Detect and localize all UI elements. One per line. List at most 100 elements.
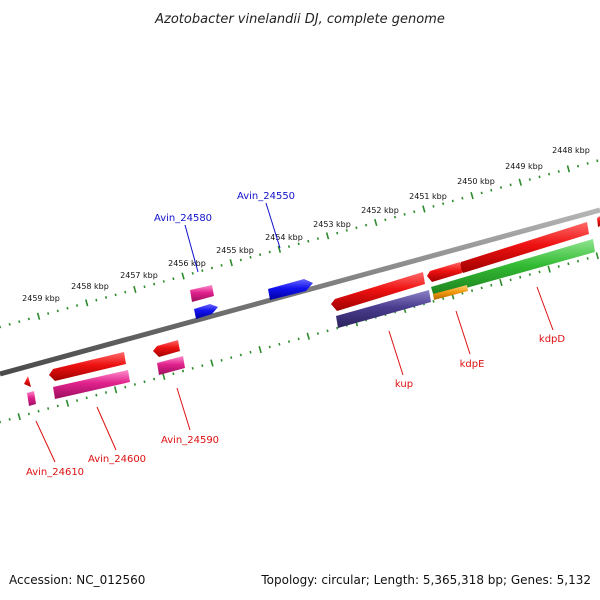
label-kdpd[interactable]: kdpD: [539, 334, 565, 345]
inner-ring-major-tick: [547, 265, 551, 273]
accession-text: Accession: NC_012560: [9, 573, 146, 587]
outer-ring-minor-tick: [297, 242, 300, 246]
inner-ring-minor-tick: [8, 417, 11, 421]
inner-ring-minor-tick: [201, 364, 204, 368]
kbp-label-2451: 2451 kbp: [409, 192, 447, 201]
label-kup[interactable]: kup: [395, 379, 413, 390]
outer-ring-minor-tick: [249, 255, 252, 259]
gene-avin-24600[interactable]: [49, 352, 126, 381]
outer-ring-minor-tick: [442, 202, 445, 206]
outer-ring-minor-tick: [172, 277, 175, 281]
gene-edge-right[interactable]: [597, 216, 600, 227]
kbp-label-2459: 2459 kbp: [22, 294, 60, 303]
inner-ring-minor-tick: [37, 409, 40, 413]
inner-ring-minor-tick: [133, 383, 136, 386]
inner-ring-minor-tick: [528, 273, 531, 276]
outer-ring-major-tick: [374, 218, 378, 227]
kbp-label-2452: 2452 kbp: [361, 206, 399, 215]
inner-ring-minor-tick: [47, 407, 50, 410]
inner-ring-minor-tick: [576, 259, 580, 263]
kbp-label-2449: 2449 kbp: [505, 162, 543, 171]
inner-ring-minor-tick: [287, 340, 291, 343]
outer-ring-minor-tick: [153, 282, 156, 286]
kbp-label-2457: 2457 kbp: [120, 271, 158, 280]
outer-ring-minor-tick: [355, 226, 358, 230]
inner-ring-major-tick: [258, 345, 262, 354]
label-avin-24610[interactable]: Avin_24610: [26, 467, 84, 478]
gene-avin-24590[interactable]: [153, 340, 180, 357]
gene-kdpe[interactable]: [427, 262, 462, 282]
inner-ring-minor-tick: [509, 278, 512, 282]
gene-kup[interactable]: [331, 272, 425, 311]
gene-avin-24580-blue[interactable]: [194, 304, 218, 319]
gene-avin-24600-magenta[interactable]: [53, 370, 130, 399]
gene-avin-24580[interactable]: [190, 285, 214, 302]
inner-ring-major-tick: [113, 386, 118, 394]
gene-labels: Avin_24550 Avin_24580 kdpD kdpE kup Avin…: [26, 191, 565, 478]
outer-ring-major-tick: [85, 299, 89, 307]
outer-ring-minor-tick: [191, 271, 194, 275]
label-avin-24580[interactable]: Avin_24580: [154, 213, 212, 224]
inner-ring-minor-tick: [470, 289, 474, 293]
gene-kdpe-orange[interactable]: [433, 285, 468, 300]
kbp-label-2448: 2448 kbp: [552, 146, 590, 155]
outer-ring-minor-tick: [451, 199, 454, 203]
kbp-scale-labels: 2448 kbp 2449 kbp 2450 kbp 2451 kbp 2452…: [22, 146, 590, 303]
label-avin-24590[interactable]: Avin_24590: [161, 435, 219, 446]
outer-ring-minor-tick: [75, 304, 79, 307]
outer-ring-minor-tick: [8, 322, 11, 326]
gene-avin-24590-magenta[interactable]: [157, 356, 185, 375]
label-kdpe[interactable]: kdpE: [460, 359, 485, 370]
outer-ring-major-tick: [518, 178, 522, 186]
outer-ring-minor-tick: [499, 186, 503, 189]
outer-ring-major-tick: [470, 191, 474, 200]
leader-avin-24550: [265, 202, 281, 249]
kbp-label-2450: 2450 kbp: [457, 177, 495, 186]
gene-avin-24550[interactable]: [268, 279, 313, 300]
outer-ring-minor-tick: [490, 188, 493, 192]
outer-ring-minor-tick: [538, 175, 541, 179]
outer-ring-minor-tick: [47, 312, 50, 315]
outer-ring-major-tick: [277, 245, 282, 253]
inner-ring-minor-tick: [336, 326, 339, 330]
outer-ring-minor-tick: [528, 178, 531, 181]
inner-ring-minor-tick: [181, 369, 185, 373]
outer-ring-minor-tick: [345, 229, 348, 232]
inner-ring-major-tick: [65, 399, 70, 407]
inner-ring-minor-tick: [172, 372, 175, 376]
leader-avin-24610: [35, 420, 56, 463]
inner-ring-minor-tick: [153, 377, 156, 381]
gene-kup-indigo[interactable]: [336, 290, 431, 328]
outer-ring-minor-tick: [18, 320, 21, 324]
leader-kdpd: [536, 286, 554, 331]
inner-tick-ring: [0, 252, 599, 424]
outer-ring-minor-tick: [162, 280, 165, 283]
gene-avin-24610[interactable]: [24, 376, 31, 387]
outer-ring-major-tick: [422, 205, 426, 213]
inner-ring-minor-tick: [27, 412, 30, 416]
forward-strand-genes: [190, 279, 313, 319]
outer-ring-minor-tick: [393, 215, 397, 219]
outer-ring-minor-tick: [201, 269, 204, 273]
outer-ring-major-tick: [181, 272, 185, 280]
outer-ring-minor-tick: [596, 159, 599, 163]
outer-ring-minor-tick: [95, 298, 98, 302]
inner-ring-minor-tick: [586, 257, 589, 260]
kbp-label-2453: 2453 kbp: [313, 220, 351, 229]
gene-kdpd[interactable]: [459, 222, 589, 273]
gene-avin-24610-magenta[interactable]: [27, 391, 36, 406]
label-avin-24600[interactable]: Avin_24600: [88, 454, 146, 465]
inner-ring-minor-tick: [278, 342, 281, 346]
leader-avin-24590: [176, 387, 191, 431]
inner-ring-major-tick: [210, 359, 214, 367]
inner-ring-minor-tick: [490, 283, 493, 287]
label-leader-lines: [35, 202, 554, 463]
inner-ring-minor-tick: [104, 391, 108, 394]
gene-kdpd-green[interactable]: [431, 239, 595, 297]
topology-text: Topology: circular; Length: 5,365,318 bp…: [261, 573, 591, 587]
outer-ring-major-tick: [229, 259, 233, 267]
outer-ring-minor-tick: [316, 237, 319, 240]
label-avin-24550[interactable]: Avin_24550: [237, 191, 295, 202]
inner-ring-major-tick: [499, 278, 503, 287]
inner-ring-minor-tick: [249, 350, 252, 354]
